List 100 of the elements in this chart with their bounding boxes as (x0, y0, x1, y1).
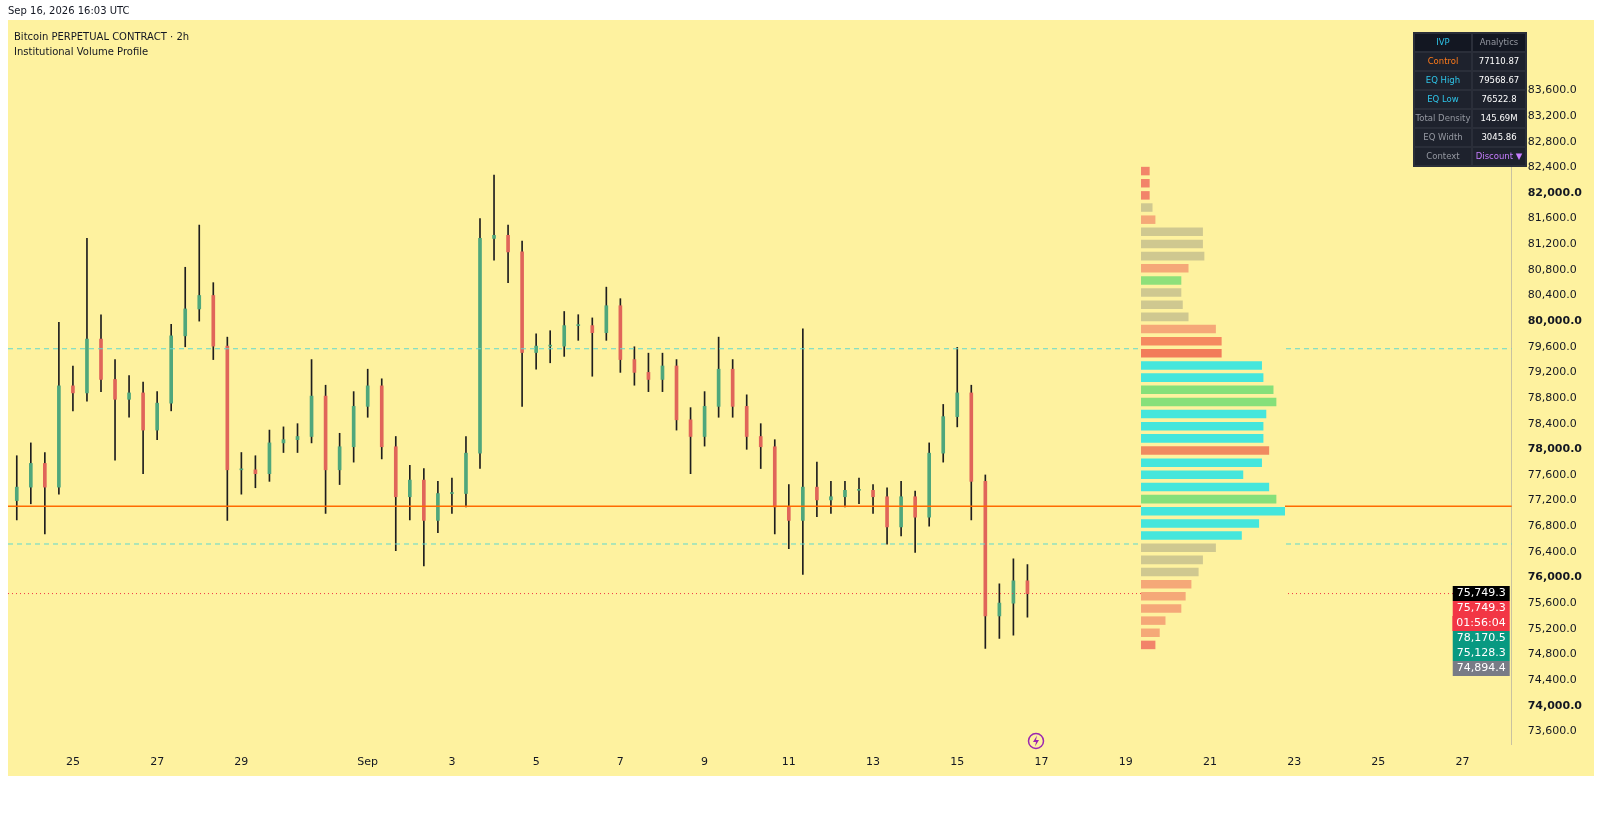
candlestick (197, 224, 202, 322)
candlestick (871, 484, 875, 514)
candlestick (786, 484, 791, 549)
x-tick-label: 29 (234, 755, 249, 769)
y-tick-label: 80,000.0 (1527, 313, 1583, 327)
candlestick (71, 365, 75, 412)
bar (1141, 227, 1203, 237)
annotation: 75,749.3 (1456, 586, 1506, 600)
candlestick (801, 328, 805, 575)
x-tick-label: 13 (866, 755, 881, 769)
candlestick (576, 314, 581, 341)
candlestick (758, 423, 763, 469)
bar (1141, 616, 1166, 625)
bar (1141, 409, 1267, 419)
y-tick-label: 76,400.0 (1527, 544, 1577, 558)
y-tick-label: 74,800.0 (1527, 647, 1577, 661)
y-tick-label: 82,800.0 (1527, 134, 1577, 148)
annotation: 77110.87 (1472, 52, 1526, 71)
candlestick (590, 317, 595, 377)
x-tick-label: 5 (532, 755, 540, 769)
x-tick-label: 25 (1371, 755, 1386, 769)
x-tick-label: 27 (1455, 755, 1470, 769)
bar (1141, 324, 1216, 334)
y-tick-label: 77,200.0 (1527, 493, 1577, 507)
bar (1141, 373, 1264, 382)
bar (1141, 494, 1277, 504)
x-tick-label: 21 (1202, 755, 1217, 769)
y-tick-label: 83,200.0 (1527, 108, 1577, 122)
y-tick-label: 82,400.0 (1527, 160, 1577, 174)
annotation: 145.69M (1472, 109, 1526, 128)
bar (1141, 166, 1150, 176)
bar (1141, 251, 1205, 261)
text: Sep 16, 2026 16:03 UTC (8, 5, 130, 16)
bar (1141, 336, 1222, 346)
candlestick (14, 455, 19, 521)
annotation: 3045.86 (1472, 128, 1526, 147)
y-tick-label: 79,200.0 (1527, 365, 1577, 379)
y-tick-label: 78,800.0 (1527, 390, 1577, 404)
annotation: Total Density (1414, 109, 1472, 128)
bar (1141, 385, 1274, 395)
x-tick-label: 11 (781, 755, 796, 769)
candlestick (127, 375, 131, 418)
x-tick-label: 19 (1118, 755, 1133, 769)
x-tick-label: Sep (357, 755, 379, 769)
annotation: 75,128.3 (1456, 646, 1506, 660)
annotation: Context (1414, 147, 1472, 166)
x-tick-label: 7 (616, 755, 624, 769)
annotation: Analytics (1472, 33, 1526, 52)
bar (1141, 507, 1285, 516)
x-tick-label: 25 (65, 755, 80, 769)
bar (1141, 361, 1262, 370)
bar (1141, 592, 1186, 601)
bar (1141, 215, 1156, 224)
candlestick (534, 333, 538, 370)
candlestick (113, 359, 117, 461)
y-tick-label: 74,400.0 (1527, 672, 1577, 686)
x-tick-label: 3 (448, 755, 456, 769)
annotation: EQ Width (1414, 128, 1472, 147)
bar (1141, 604, 1182, 613)
y-tick-label: 78,400.0 (1527, 416, 1577, 430)
candlestick (857, 477, 861, 505)
bar (1141, 421, 1264, 431)
y-tick-label: 80,400.0 (1527, 288, 1577, 302)
y-tick-label: 78,000.0 (1527, 442, 1583, 456)
annotation: 74,894.4 (1456, 661, 1506, 675)
bar (1141, 470, 1244, 480)
bar (1141, 349, 1222, 358)
annotation: IVP (1414, 33, 1472, 52)
y-tick-label: 77,600.0 (1527, 467, 1577, 481)
bar (1141, 288, 1182, 297)
bar (1141, 312, 1189, 322)
y-tick-label: 75,600.0 (1527, 596, 1577, 609)
x-tick-label: 17 (1034, 755, 1049, 769)
bar (1141, 567, 1199, 577)
y-tick-label: 73,600.0 (1527, 724, 1577, 738)
bar (1141, 482, 1270, 492)
y-tick-label: 76,000.0 (1527, 570, 1583, 584)
y-tick-label: 81,200.0 (1527, 237, 1577, 251)
x-tick-label: 23 (1287, 755, 1302, 769)
bar (1141, 458, 1262, 467)
bar (1141, 628, 1160, 638)
candlestick (492, 174, 496, 261)
bar (1141, 519, 1260, 528)
y-tick-label: 79,600.0 (1527, 339, 1577, 353)
y-tick-label: 82,000.0 (1527, 185, 1583, 199)
chart-title: Bitcoin PERPETUAL CONTRACT · 2h (14, 30, 190, 44)
bar (1141, 579, 1192, 589)
bar (1141, 434, 1264, 443)
annotation: Control (1414, 52, 1472, 71)
y-tick-label: 76,800.0 (1527, 519, 1577, 533)
bar (1141, 397, 1277, 407)
annotation: 79568.67 (1472, 71, 1526, 90)
x-tick-label: 15 (950, 755, 965, 769)
annotation: EQ High (1414, 71, 1472, 90)
annotation: Discount ▼ (1472, 147, 1526, 166)
annotation: 78,170.5 (1456, 631, 1506, 645)
bar (1141, 178, 1150, 188)
y-tick-label: 75,200.0 (1527, 621, 1577, 635)
bar (1141, 531, 1242, 540)
bar (1141, 555, 1203, 565)
